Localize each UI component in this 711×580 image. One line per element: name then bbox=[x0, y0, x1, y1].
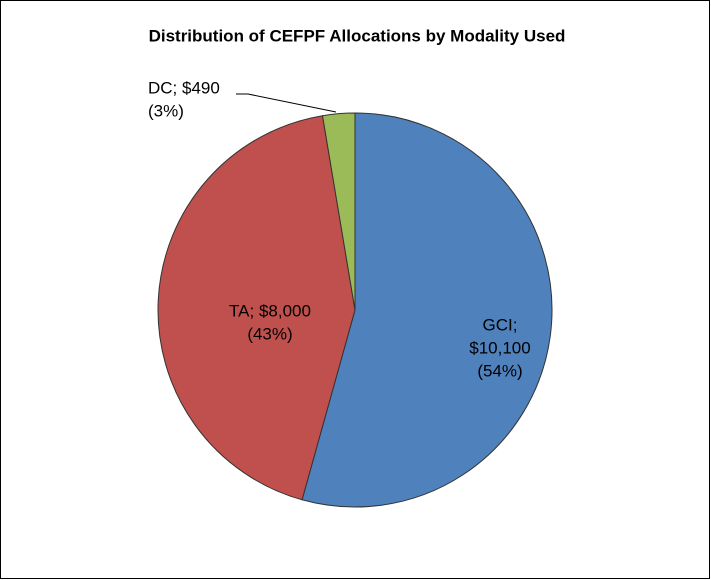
pie-slice bbox=[301, 112, 553, 508]
pie-slice bbox=[321, 112, 356, 311]
data-label: GCI; bbox=[483, 315, 518, 334]
chart-title: Distribution of CEFPF Allocations by Mod… bbox=[149, 26, 566, 45]
leader-line bbox=[236, 93, 337, 113]
data-label: $10,100 bbox=[469, 338, 530, 357]
pie-slice bbox=[157, 115, 356, 501]
data-label: TA; $8,000 bbox=[229, 301, 311, 320]
data-label: (43%) bbox=[247, 324, 292, 343]
data-label: (3%) bbox=[148, 101, 184, 120]
data-label: (54%) bbox=[477, 361, 522, 380]
data-label: DC; $490 bbox=[148, 78, 220, 97]
